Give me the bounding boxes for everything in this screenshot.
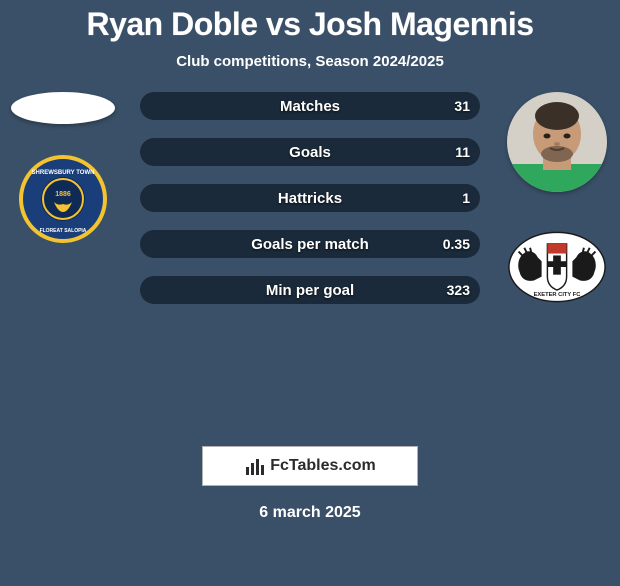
stat-bar: Min per goal323 (140, 276, 480, 304)
date-text: 6 march 2025 (0, 504, 620, 522)
stat-bar-label: Min per goal (140, 276, 480, 304)
stat-bar-right-value: 323 (447, 276, 470, 304)
player-right-avatar (507, 92, 607, 192)
player-left-avatar (11, 92, 115, 124)
bars-chart-icon (244, 455, 266, 477)
exeter-badge-icon: EXETER CITY FC (507, 229, 607, 305)
stat-bars: Matches31 Goals11 Hattricks1 Goals per matc… (140, 92, 480, 304)
stat-bar-right-value: 11 (455, 138, 470, 166)
svg-text:1886: 1886 (55, 191, 71, 198)
comparison-area: SHREWSBURY TOWN FLOREAT SALOPIA 1886 (0, 92, 620, 432)
stat-bar-label: Matches (140, 92, 480, 120)
fctables-logo-box: FcTables.com (202, 446, 418, 486)
svg-text:FLOREAT SALOPIA: FLOREAT SALOPIA (40, 228, 87, 234)
stat-bar-label: Goals per match (140, 230, 480, 258)
stat-bar: Matches31 (140, 92, 480, 120)
player-right-club-badge: EXETER CITY FC (507, 222, 607, 312)
stat-bar: Goals11 (140, 138, 480, 166)
svg-text:SHREWSBURY TOWN: SHREWSBURY TOWN (32, 170, 95, 176)
player-left-column: SHREWSBURY TOWN FLOREAT SALOPIA 1886 (8, 92, 118, 244)
page-subtitle: Club competitions, Season 2024/2025 (0, 53, 620, 70)
player-right-column: EXETER CITY FC (502, 92, 612, 312)
stat-bar: Goals per match0.35 (140, 230, 480, 258)
stat-bar-label: Hattricks (140, 184, 480, 212)
player-left-club-badge: SHREWSBURY TOWN FLOREAT SALOPIA 1886 (13, 154, 113, 244)
page-title: Ryan Doble vs Josh Magennis (0, 6, 620, 43)
svg-text:EXETER CITY FC: EXETER CITY FC (534, 292, 581, 298)
fctables-logo-text: FcTables.com (270, 457, 376, 475)
shrewsbury-badge-icon: SHREWSBURY TOWN FLOREAT SALOPIA 1886 (18, 154, 108, 244)
stat-bar-right-value: 0.35 (443, 230, 470, 258)
stat-bar-right-value: 31 (454, 92, 470, 120)
player-photo-icon (507, 92, 607, 192)
stat-bar-label: Goals (140, 138, 480, 166)
stat-bar-right-value: 1 (462, 184, 470, 212)
stat-bar: Hattricks1 (140, 184, 480, 212)
